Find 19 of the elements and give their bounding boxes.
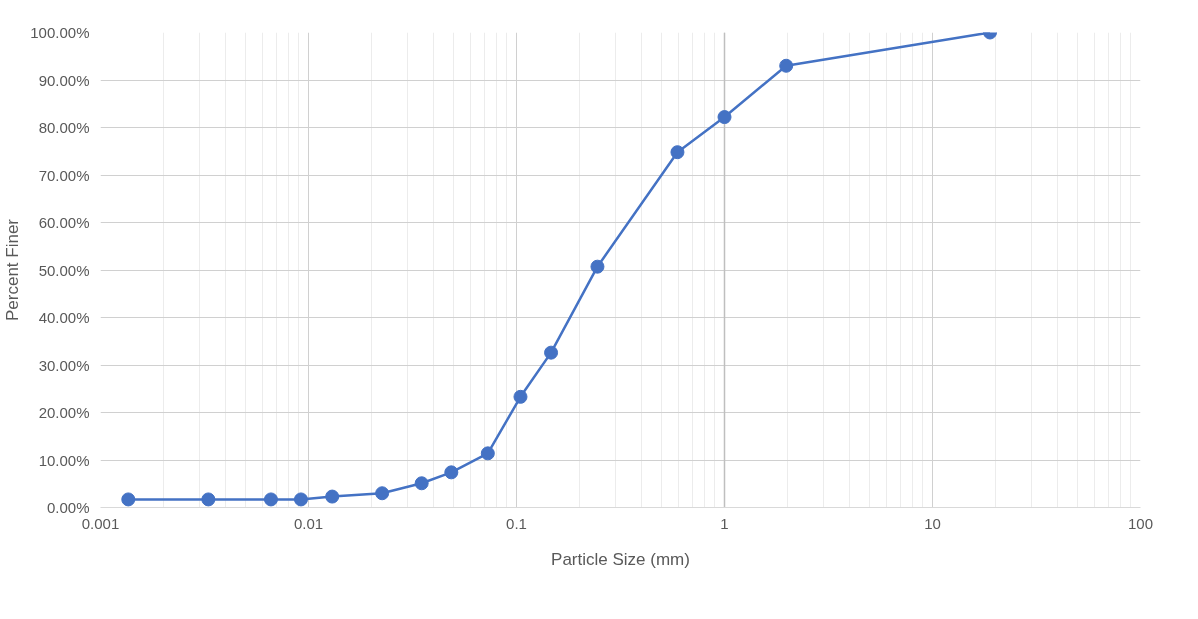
y-axis-title: Percent Finer — [3, 218, 23, 322]
y-tick-label: 20.00% — [38, 404, 90, 421]
y-tick-label: 0.00% — [46, 499, 90, 516]
y-tick-label: 100.00% — [30, 24, 90, 41]
x-tick-label: 0.1 — [506, 514, 527, 532]
x-tick-label: 10 — [924, 514, 941, 532]
x-tick-label: 0.001 — [81, 514, 120, 532]
x-tick-label: 100 — [1127, 514, 1154, 532]
x-tick-label: 1 — [720, 514, 729, 532]
y-tick-label: 90.00% — [38, 71, 90, 89]
x-axis-title: Particle Size (mm) — [551, 549, 690, 569]
y-tick-label: 70.00% — [38, 166, 90, 184]
y-tick-label: 60.00% — [38, 214, 90, 231]
y-tick-label: 30.00% — [38, 356, 90, 374]
y-tick-label: 50.00% — [38, 261, 90, 279]
y-tick-label: 80.00% — [38, 119, 90, 136]
y-tick-label: 40.00% — [38, 309, 90, 326]
y-tick-label: 10.00% — [38, 451, 90, 469]
x-tick-label: 0.01 — [293, 514, 324, 532]
